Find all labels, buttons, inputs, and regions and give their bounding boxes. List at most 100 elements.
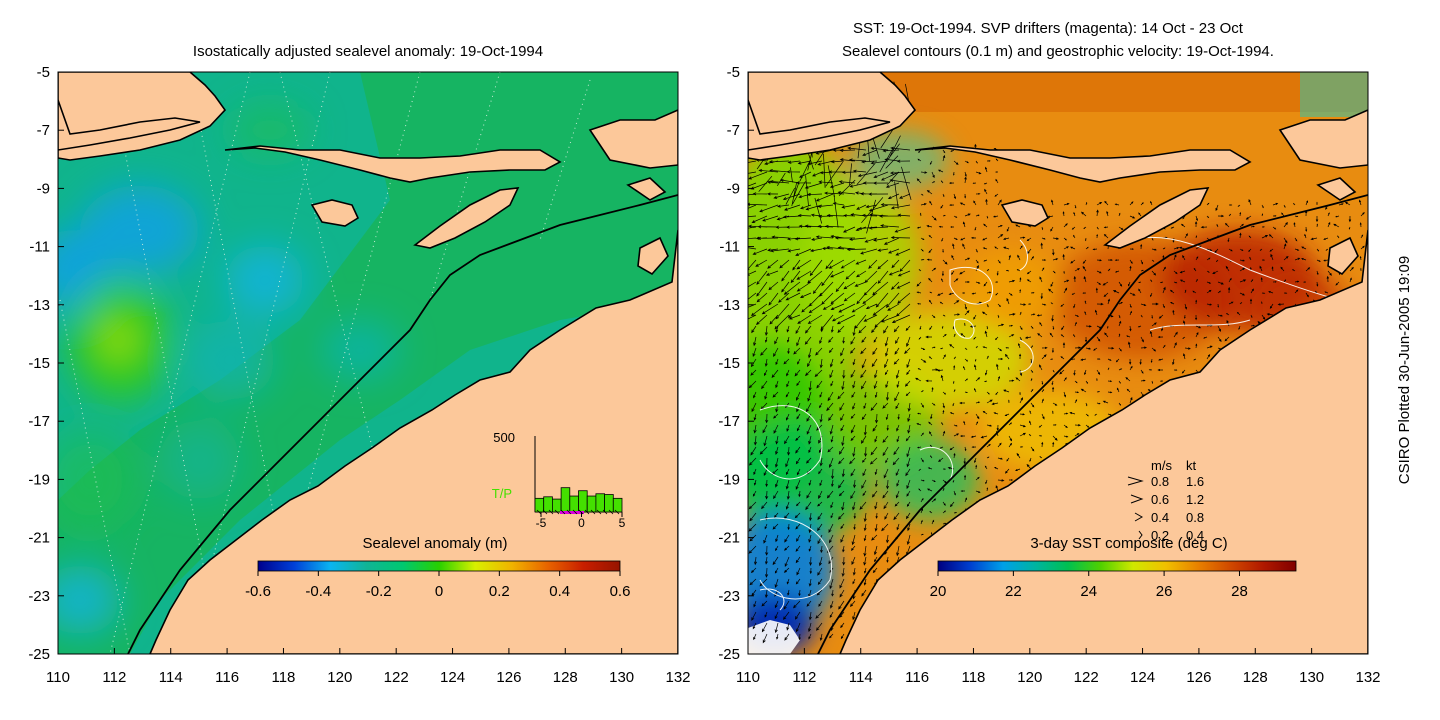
right-lat-label: -7: [727, 122, 740, 139]
right-colorbar-label: 3-day SST composite (deg C): [1030, 535, 1227, 552]
left-lat-label: -13: [28, 297, 50, 314]
right-lon-label: 128: [1243, 669, 1268, 686]
right-lon-label: 124: [1130, 669, 1155, 686]
left-colorbar-tick-label: 0.4: [549, 583, 570, 600]
left-axes: 110 112 114 116 118 120 122 124 126 128 130 132 -5 -7…: [28, 64, 690, 686]
right-lon-label: 122: [1074, 669, 1099, 686]
left-lon-label: 122: [384, 669, 409, 686]
plot-credit: CSIRO Plotted 30-Jun-2005 19:09: [1396, 256, 1413, 484]
left-lat-label: -5: [37, 64, 50, 81]
right-lat-label: -19: [718, 471, 740, 488]
right-lon-label: 132: [1355, 669, 1380, 686]
velocity-legend-kt-value: 0.8: [1186, 510, 1204, 525]
left-lat-label: -17: [28, 413, 50, 430]
histogram-bar: [595, 493, 606, 513]
left-lat-label: -9: [37, 180, 50, 197]
right-shelf-contour: [817, 194, 1368, 654]
right-lon-label: 114: [849, 669, 873, 686]
histogram-x-label: -5: [536, 516, 547, 530]
right-lat-label: -17: [718, 413, 740, 430]
velocity-legend-ms-value: 0.2: [1151, 528, 1169, 543]
left-lat-label: -23: [28, 588, 50, 605]
right-axes: 110 112 114 116 118 120 122 124 126 128 130 132 -5 -7…: [718, 64, 1380, 686]
right-colorbar: [937, 560, 1297, 572]
velocity-legend-arrow: [1138, 530, 1143, 540]
histogram-x-label: 5: [619, 516, 626, 530]
left-shelf-contour: [127, 194, 678, 654]
velocity-legend-ms-value: 0.8: [1151, 474, 1169, 489]
left-lat-label: -15: [28, 355, 50, 372]
histogram-bar: [604, 494, 614, 513]
right-colorbar-ticks: 20 22 24 26 28: [930, 571, 1248, 600]
histogram-bar: [578, 490, 588, 513]
left-colorbar-ticks: -0.6 -0.4 -0.2 0 0.2 0.4 0.6: [245, 571, 630, 600]
left-colorbar-tick-label: -0.4: [305, 583, 331, 600]
velocity-legend-kt-value: 1.6: [1186, 474, 1204, 489]
left-lon-label: 112: [102, 669, 126, 686]
left-lon-label: 126: [496, 669, 521, 686]
left-colorbar: [257, 560, 621, 572]
right-lat-label: -21: [718, 530, 740, 547]
left-colorbar-tick-label: -0.6: [245, 583, 271, 600]
histogram-bar: [586, 495, 597, 513]
left-colorbar-tick-label: 0.6: [610, 583, 631, 600]
histogram-series-label: T/P: [492, 486, 512, 501]
right-lat-label: -13: [718, 297, 740, 314]
left-lon-label: 130: [609, 669, 634, 686]
right-lon-label: 130: [1299, 669, 1324, 686]
left-lon-label: 118: [271, 669, 295, 686]
histogram-inset: 500 T/P -5 0 5: [492, 430, 626, 530]
histogram-bar: [543, 496, 553, 513]
right-lon-label: 118: [961, 669, 985, 686]
left-panel-title: Isostatically adjusted sealevel anomaly:…: [193, 43, 543, 60]
velocity-legend: m/s kt 0.8 1.6 0.6 1.2 0.4 0.8 0.2 0.4: [1127, 458, 1204, 543]
velocity-legend-kt-value: 1.2: [1186, 492, 1204, 507]
left-lat-label: -19: [28, 471, 50, 488]
right-lon-label: 120: [1017, 669, 1042, 686]
right-panel-title-line1: SST: 19-Oct-1994. SVP drifters (magenta)…: [853, 20, 1244, 37]
right-map: [748, 72, 1368, 654]
right-lat-label: -11: [719, 239, 740, 256]
left-colorbar-label: Sealevel anomaly (m): [362, 535, 507, 552]
right-lat-label: -5: [727, 64, 740, 81]
left-colorbar-tick-label: -0.2: [366, 583, 392, 600]
left-lon-label: 114: [159, 669, 183, 686]
left-lon-label: 132: [665, 669, 690, 686]
velocity-legend-header-ms: m/s: [1151, 458, 1172, 473]
left-colorbar-tick-label: 0.2: [489, 583, 510, 600]
right-colorbar-tick-label: 26: [1156, 583, 1173, 600]
left-map: [58, 72, 678, 654]
left-lat-label: -25: [28, 646, 50, 663]
left-lat-label: -21: [28, 530, 50, 547]
left-lon-label: 128: [553, 669, 578, 686]
right-lon-label: 116: [905, 669, 929, 686]
left-satellite-tracks: [59, 72, 591, 654]
histogram-ymax-label: 500: [493, 430, 515, 445]
histogram-bar: [569, 495, 579, 513]
right-panel-title-line2: Sealevel contours (0.1 m) and geostrophi…: [842, 43, 1274, 60]
right-sst-field: [748, 130, 1350, 654]
right-colorbar-tick-label: 24: [1080, 583, 1097, 600]
velocity-legend-ms-value: 0.4: [1151, 510, 1169, 525]
velocity-legend-arrow: [1134, 512, 1144, 522]
histogram-bar: [534, 497, 545, 513]
right-colorbar-tick-label: 20: [930, 583, 947, 600]
right-lat-label: -15: [718, 355, 740, 372]
right-lon-label: 110: [736, 669, 760, 686]
left-lon-label: 116: [215, 669, 239, 686]
right-colorbar-tick-label: 28: [1231, 583, 1248, 600]
velocity-legend-header-kt: kt: [1186, 458, 1197, 473]
histogram-bar: [612, 497, 623, 513]
left-anomaly-field: [58, 105, 400, 635]
histogram-bar: [552, 498, 562, 513]
velocity-legend-ms-value: 0.6: [1151, 492, 1169, 507]
velocity-legend-kt-value: 0.4: [1186, 528, 1204, 543]
velocity-legend-arrow: [1130, 494, 1144, 504]
sealevel-contours: [759, 236, 1341, 611]
left-panel: Isostatically adjusted sealevel anomaly:…: [57, 43, 679, 655]
right-lon-label: 112: [792, 669, 816, 686]
right-panel: SST: 19-Oct-1994. SVP drifters (magenta)…: [747, 20, 1369, 655]
left-lat-label: -11: [29, 239, 50, 256]
velocity-vector-set: [748, 143, 1367, 644]
